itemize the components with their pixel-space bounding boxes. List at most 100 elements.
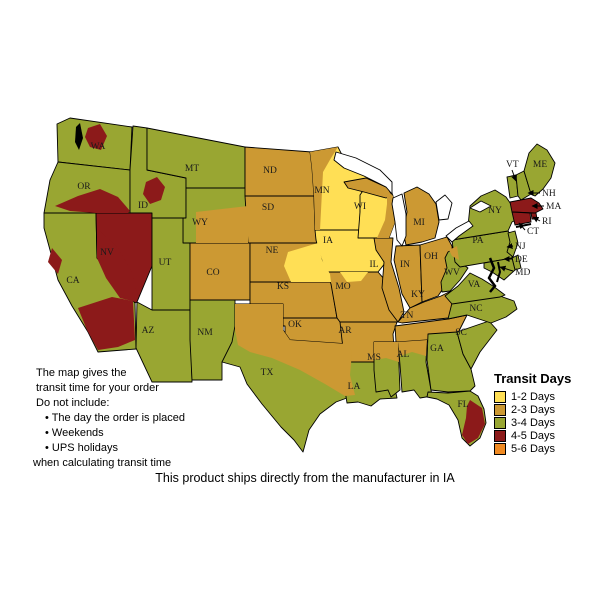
legend-swatch-5-6 (494, 442, 506, 455)
state-label-MO: MO (335, 282, 350, 292)
note-line: • Weekends (45, 427, 104, 439)
patch-mo-north (340, 272, 368, 282)
state-ND (244, 146, 315, 197)
legend-item: 5-6 Days (494, 442, 571, 455)
callout-label-NH: NH (542, 189, 556, 199)
legend-item: 4-5 Days (494, 429, 571, 442)
callout-label-CT: CT (527, 227, 539, 237)
state-AZ (135, 301, 193, 383)
note-line: when calculating transit time (33, 457, 172, 469)
legend-title: Transit Days (494, 371, 572, 386)
zone-patches-layer (48, 124, 485, 444)
state-label-SD: SD (262, 203, 274, 213)
state-label-ID: ID (138, 201, 148, 211)
state-VA (444, 272, 506, 305)
legend-swatch-2-3 (494, 403, 506, 416)
legend-swatch-3-4 (494, 416, 506, 429)
state-label-OK: OK (288, 320, 302, 330)
state-label-WA: WA (91, 142, 106, 152)
callout-arrow-VT (511, 169, 517, 182)
chesapeake-bay (487, 257, 497, 293)
legend-swatch-4-5 (494, 429, 506, 442)
callout-label-NJ: NJ (515, 242, 526, 252)
state-label-ME: ME (533, 160, 547, 170)
delmarva-coast (496, 261, 502, 283)
state-label-IA: IA (323, 236, 333, 246)
note-line: transit time for your order (36, 382, 159, 394)
state-label-VA: VA (468, 280, 481, 290)
callout-arrow-RI (532, 216, 541, 223)
state-labels-layer: WA OR CA NV ID MT WY UT AZ NM CO ND SD NE KS OK TX MN IA MO… (66, 142, 547, 410)
state-CT (511, 211, 532, 226)
lake-erie (445, 220, 474, 243)
state-label-KY: KY (411, 290, 425, 300)
state-label-NM: NM (197, 328, 213, 338)
note-line: • UPS holidays (45, 442, 118, 454)
lake-superior (333, 151, 393, 195)
patch-wv-tip (449, 246, 459, 260)
state-label-SC: SC (455, 328, 467, 338)
state-label-PA: PA (472, 236, 483, 246)
patch-wi-east (377, 190, 395, 238)
patch-id-red (143, 177, 165, 204)
state-NH (515, 170, 532, 201)
state-label-AZ: AZ (142, 326, 155, 336)
patch-or-red (55, 189, 130, 213)
state-label-OR: OR (77, 182, 91, 192)
patch-ca-bay-red (48, 248, 62, 274)
callout-arrow-CT (518, 222, 526, 231)
patch-mn-west (310, 147, 338, 230)
state-label-NC: NC (469, 304, 482, 314)
state-label-ND: ND (263, 166, 277, 176)
state-label-KS: KS (277, 282, 289, 292)
state-SD (244, 195, 319, 244)
state-label-UT: UT (159, 258, 172, 268)
callout-arrow-NJ (506, 243, 514, 250)
patch-wa-red (85, 124, 107, 150)
transit-days-legend: Transit Days 1-2 Days 2-3 Days 3-4 Days 4-5… (494, 371, 571, 455)
note-line: Do not include: (36, 397, 110, 409)
state-label-MT: MT (185, 164, 199, 174)
patch-al-north (398, 340, 427, 356)
callout-label-RI: RI (542, 217, 552, 227)
state-label-OH: OH (424, 252, 438, 262)
state-label-TX: TX (261, 368, 274, 378)
legend-item: 1-2 Days (494, 390, 571, 403)
state-label-WI: WI (354, 202, 366, 212)
legend-item-label: 5-6 Days (511, 442, 556, 455)
patch-tx-north (235, 304, 355, 396)
patch-ca-socal-red (78, 297, 135, 350)
patch-fl-red (462, 400, 485, 444)
callout-label-MA: MA (546, 202, 561, 212)
state-label-TN: TN (401, 311, 414, 321)
legend-item-label: 3-4 Days (511, 416, 556, 429)
state-NM (189, 299, 236, 381)
state-label-CO: CO (206, 268, 219, 278)
legend-item: 3-4 Days (494, 416, 571, 429)
note-line: The map gives the (36, 367, 127, 379)
legend-item: 2-3 Days (494, 403, 571, 416)
state-CO (189, 242, 251, 301)
state-label-MN: MN (314, 186, 329, 196)
state-label-FL: FL (457, 400, 468, 410)
state-label-AL: AL (397, 350, 410, 360)
state-label-MS: MS (367, 353, 381, 363)
great-lakes-layer (333, 151, 492, 247)
legend-item-label: 1-2 Days (511, 390, 556, 403)
lake-ontario (469, 200, 492, 213)
legend-swatch-1-2 (494, 390, 506, 403)
state-label-CA: CA (66, 276, 79, 286)
lake-michigan (391, 193, 407, 247)
callout-label-DE: DE (515, 255, 528, 265)
callout-arrow-MD (499, 265, 514, 272)
state-label-AR: AR (338, 326, 352, 336)
state-label-NE: NE (266, 246, 279, 256)
legend-item-label: 4-5 Days (511, 429, 556, 442)
state-label-WY: WY (192, 218, 208, 228)
callout-label-MD: MD (515, 268, 530, 278)
state-label-NV: NV (100, 248, 114, 258)
state-label-WV: WV (444, 268, 460, 278)
lake-huron (435, 194, 453, 221)
